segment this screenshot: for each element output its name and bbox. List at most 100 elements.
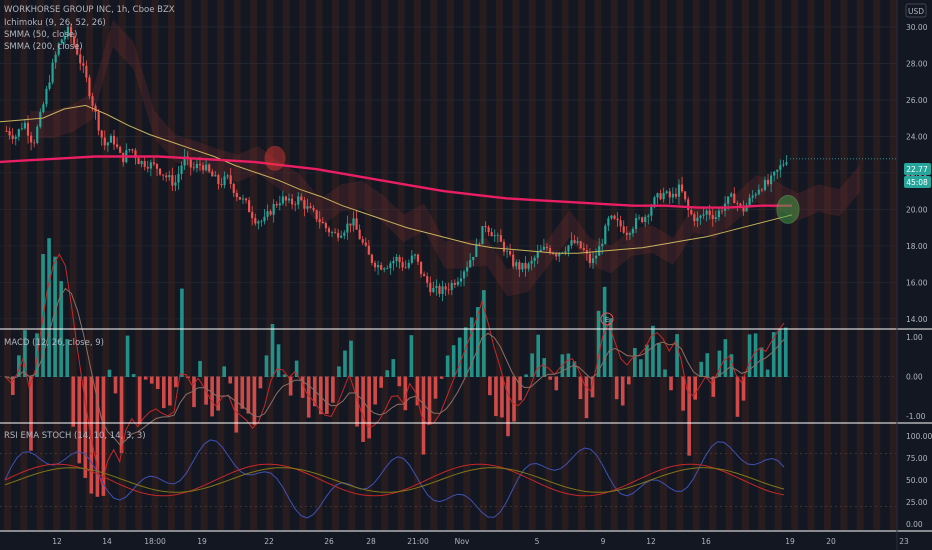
macd-histogram-bar bbox=[83, 376, 88, 478]
macd-histogram-bar bbox=[771, 332, 776, 377]
candle-body bbox=[377, 265, 380, 268]
candle-body bbox=[711, 215, 714, 219]
indicator-ichimoku[interactable]: Ichimoku (9, 26, 52, 26) bbox=[4, 18, 106, 28]
candle-body bbox=[146, 166, 149, 169]
candle-body bbox=[493, 235, 496, 237]
candle-body bbox=[284, 196, 288, 201]
session-bar bbox=[742, 0, 749, 530]
currency-label[interactable]: USD bbox=[908, 7, 924, 16]
macd-histogram-bar bbox=[77, 376, 82, 464]
candle-body bbox=[158, 168, 162, 175]
candle-body bbox=[527, 263, 530, 269]
candle-body bbox=[616, 218, 619, 221]
macd-histogram-bar bbox=[657, 343, 661, 377]
candle-body bbox=[137, 158, 140, 165]
candle-body bbox=[757, 189, 760, 195]
candle-body bbox=[536, 251, 539, 258]
candle-body bbox=[398, 256, 401, 263]
earnings-marker[interactable] bbox=[600, 312, 614, 326]
candle-body bbox=[466, 267, 469, 272]
macd-histogram-bar bbox=[518, 376, 522, 401]
candle-body bbox=[714, 217, 717, 219]
cloud-band bbox=[30, 19, 860, 297]
grid-lines bbox=[0, 26, 896, 320]
candle-body bbox=[183, 156, 186, 166]
session-bar bbox=[4, 0, 11, 530]
candle-body bbox=[588, 253, 592, 264]
macd-histogram-bar bbox=[705, 353, 710, 377]
candle-body bbox=[389, 263, 392, 269]
candle-body bbox=[380, 265, 383, 270]
candle-body bbox=[42, 104, 45, 113]
candle-body bbox=[699, 215, 702, 218]
macd-histogram-bar bbox=[530, 353, 534, 377]
currency-box[interactable] bbox=[905, 3, 927, 18]
macd-histogram-bar bbox=[373, 376, 377, 405]
macd-histogram-bar bbox=[240, 376, 245, 409]
macd-histogram-bar bbox=[319, 376, 323, 415]
macd-title[interactable]: MACD (12, 26, close, 9) bbox=[4, 338, 104, 348]
macd-histogram-bar bbox=[469, 317, 474, 377]
macd-histogram-bar bbox=[397, 376, 402, 387]
macd-histogram-bar bbox=[331, 376, 335, 403]
bearish-cross-circle bbox=[264, 145, 286, 171]
candle-body bbox=[281, 196, 284, 204]
candle-body bbox=[263, 216, 266, 222]
candle-body bbox=[782, 164, 785, 166]
candle-body bbox=[720, 210, 724, 212]
macd-histogram-bar bbox=[337, 366, 341, 377]
macd-tick-label: 0.00 bbox=[906, 373, 923, 382]
candle-body bbox=[14, 136, 17, 139]
rsi-title[interactable]: RSI EMA STOCH (14, 10, 14, 3, 3) bbox=[4, 431, 146, 441]
macd-histogram-bar bbox=[482, 290, 486, 377]
candle-body bbox=[419, 261, 423, 275]
candle-body bbox=[367, 245, 370, 255]
macd-histogram-bar bbox=[524, 374, 528, 377]
indicator-smma200[interactable]: SMMA (200, close) bbox=[4, 42, 83, 52]
session-bar bbox=[807, 0, 815, 530]
candle-body bbox=[432, 287, 435, 293]
time-axis[interactable]: 12 14 18:00 19 22 26 28 21:00 Nov 5 9 12 16 19 20 23 bbox=[52, 537, 909, 546]
macd-histogram-bar bbox=[258, 376, 263, 389]
macd-histogram-bar bbox=[192, 376, 196, 408]
macd-histogram-bar bbox=[717, 350, 722, 377]
candle-body bbox=[585, 250, 588, 254]
candle-body bbox=[364, 242, 367, 246]
candle-body bbox=[462, 271, 466, 279]
macd-histogram-bar bbox=[542, 358, 547, 377]
macd-histogram-bar bbox=[681, 376, 685, 411]
indicator-smma50[interactable]: SMMA (50, close) bbox=[4, 30, 77, 40]
macd-histogram-bar bbox=[17, 355, 21, 377]
macd-histogram-bar bbox=[626, 376, 631, 385]
candle-body bbox=[656, 193, 659, 198]
candle-body bbox=[662, 192, 665, 200]
macd-histogram-bar bbox=[506, 376, 510, 437]
candle-body bbox=[641, 217, 644, 223]
macd-histogram-bar bbox=[584, 376, 589, 419]
rsi-axis[interactable]: 100.00 75.00 50.00 25.00 0.00 bbox=[906, 432, 932, 529]
macd-histogram-bar bbox=[409, 335, 414, 377]
macd-histogram-bar bbox=[391, 359, 396, 377]
candle-body bbox=[340, 235, 343, 238]
macd-axis[interactable]: 1.00 0.00 -1.00 bbox=[906, 333, 926, 421]
candle-body bbox=[456, 281, 459, 285]
candle-body bbox=[785, 162, 788, 165]
time-tick-label: 5 bbox=[535, 537, 540, 546]
candle-body bbox=[453, 282, 456, 285]
macd-histogram-bar bbox=[669, 376, 673, 391]
candle-body bbox=[472, 256, 475, 260]
candle-body bbox=[481, 226, 484, 245]
candle-body bbox=[309, 206, 312, 208]
last-price-badge bbox=[904, 163, 931, 175]
candle-body bbox=[693, 214, 696, 222]
candle-body bbox=[358, 229, 361, 240]
candle-body bbox=[248, 200, 251, 213]
candle-body bbox=[650, 207, 653, 216]
earnings-label[interactable]: E bbox=[605, 316, 609, 324]
macd-histogram-bar bbox=[687, 376, 691, 456]
macd-histogram-bar bbox=[590, 376, 595, 398]
macd-histogram-bar bbox=[228, 376, 233, 384]
candle-body bbox=[241, 198, 245, 200]
